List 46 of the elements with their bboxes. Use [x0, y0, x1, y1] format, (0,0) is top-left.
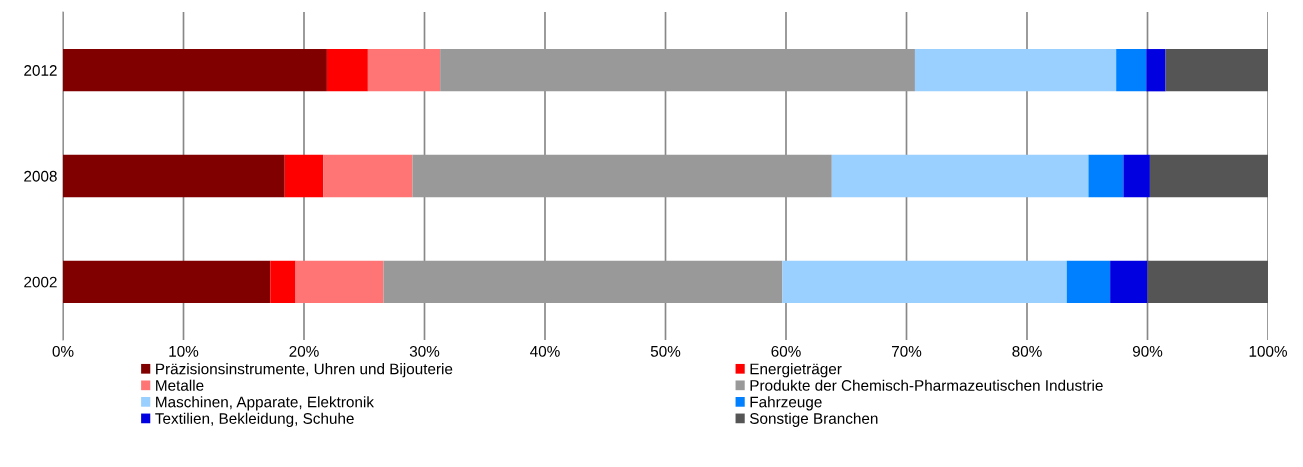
- x-tick-label: 100%: [1249, 345, 1287, 357]
- bar: [326, 49, 368, 92]
- legend-label: Präzisionsinstrumente, Uhren und Bijouterie: [156, 363, 453, 378]
- x-tick-label: 50%: [650, 345, 681, 357]
- bar: [1088, 154, 1124, 198]
- x-tick-label: 40%: [530, 345, 560, 357]
- legend-label: Metalle: [156, 379, 204, 391]
- bar: [1146, 49, 1166, 92]
- x-tick-label: 30%: [409, 345, 440, 357]
- bar: [412, 154, 832, 198]
- bar: [1123, 154, 1150, 198]
- bar: [1116, 49, 1147, 92]
- x-tick-label: 0%: [52, 345, 74, 357]
- x-tick-label: 60%: [771, 345, 801, 357]
- legend-label: Fahrzeuge: [750, 396, 822, 411]
- x-tick-label: 80%: [1012, 345, 1042, 357]
- bar: [63, 49, 327, 92]
- bar: [440, 49, 915, 92]
- bar: [284, 154, 324, 198]
- legend-label: Energieträger: [750, 363, 842, 378]
- bar: [1110, 260, 1148, 303]
- x-tick-label: 90%: [1132, 345, 1163, 357]
- bar: [1066, 260, 1111, 303]
- bar: [295, 260, 384, 303]
- bar: [914, 49, 1117, 92]
- bar: [1165, 49, 1268, 92]
- x-tick-label: 10%: [169, 345, 199, 357]
- bar: [63, 260, 271, 303]
- legend-label: Produkte der Chemisch-Pharmazeutischen Industrie: [750, 379, 1103, 391]
- y-tick-label: 2012: [24, 65, 57, 76]
- bar: [1149, 154, 1268, 198]
- bar: [63, 154, 285, 198]
- bar: [367, 49, 441, 92]
- bar: [383, 260, 783, 303]
- legend-label: Maschinen, Apparate, Elektronik: [156, 396, 374, 411]
- bar: [831, 154, 1089, 198]
- bar: [323, 154, 413, 198]
- y-tick-label: 2002: [24, 276, 57, 288]
- x-tick-label: 70%: [891, 345, 922, 357]
- bar: [1147, 260, 1268, 303]
- legend-label: Textilien, Bekleidung, Schuhe: [155, 412, 354, 427]
- x-tick-label: 20%: [289, 345, 319, 357]
- legend-label: Sonstige Branchen: [749, 412, 878, 427]
- y-tick-label: 2008: [24, 170, 57, 182]
- bar: [782, 260, 1067, 303]
- bar: [270, 260, 296, 303]
